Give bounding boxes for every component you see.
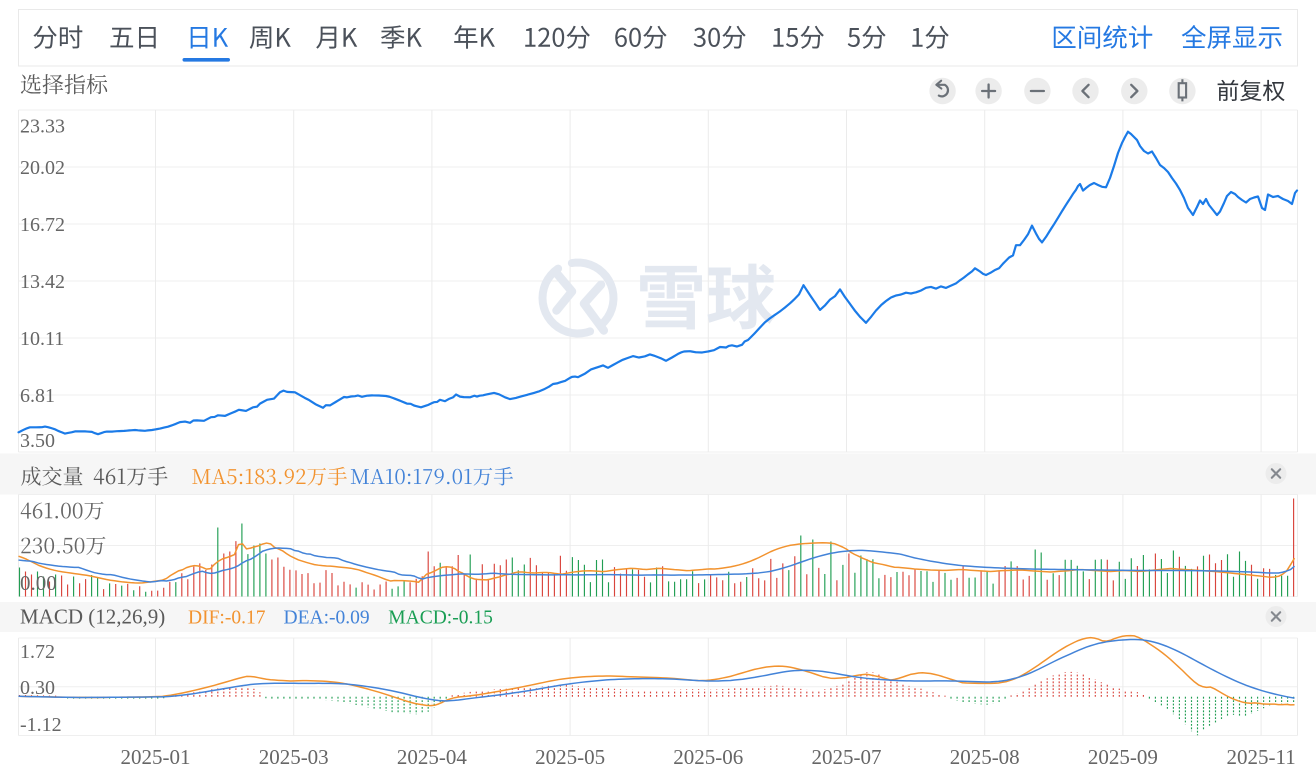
svg-text:-1.12: -1.12 bbox=[20, 714, 62, 736]
svg-text:2025-07: 2025-07 bbox=[812, 745, 882, 769]
svg-text:2025-06: 2025-06 bbox=[673, 745, 743, 769]
svg-text:DIF:-0.17: DIF:-0.17 bbox=[188, 608, 266, 629]
svg-text:2025-05: 2025-05 bbox=[535, 745, 605, 769]
svg-text:DEA:-0.09: DEA:-0.09 bbox=[284, 608, 370, 629]
svg-text:0.30: 0.30 bbox=[20, 677, 55, 699]
svg-text:23.33: 23.33 bbox=[20, 115, 65, 137]
svg-text:20.02: 20.02 bbox=[20, 157, 65, 179]
svg-text:10.11: 10.11 bbox=[20, 328, 64, 350]
svg-text:2025-01: 2025-01 bbox=[121, 745, 191, 769]
svg-text:16.72: 16.72 bbox=[20, 214, 65, 236]
svg-text:6.81: 6.81 bbox=[20, 385, 55, 407]
svg-text:0.00: 0.00 bbox=[20, 571, 57, 595]
svg-text:MACD:-0.15: MACD:-0.15 bbox=[388, 608, 493, 629]
svg-text:3.50: 3.50 bbox=[20, 430, 55, 452]
svg-text:MACD (12,26,9): MACD (12,26,9) bbox=[20, 605, 165, 629]
svg-text:2025-08: 2025-08 bbox=[950, 745, 1020, 769]
svg-text:2025-11: 2025-11 bbox=[1226, 745, 1295, 769]
svg-text:13.42: 13.42 bbox=[20, 271, 65, 293]
svg-text:2025-03: 2025-03 bbox=[259, 745, 329, 769]
svg-text:1.72: 1.72 bbox=[20, 641, 55, 663]
svg-text:2025-04: 2025-04 bbox=[397, 745, 467, 769]
svg-text:2025-09: 2025-09 bbox=[1088, 745, 1158, 769]
